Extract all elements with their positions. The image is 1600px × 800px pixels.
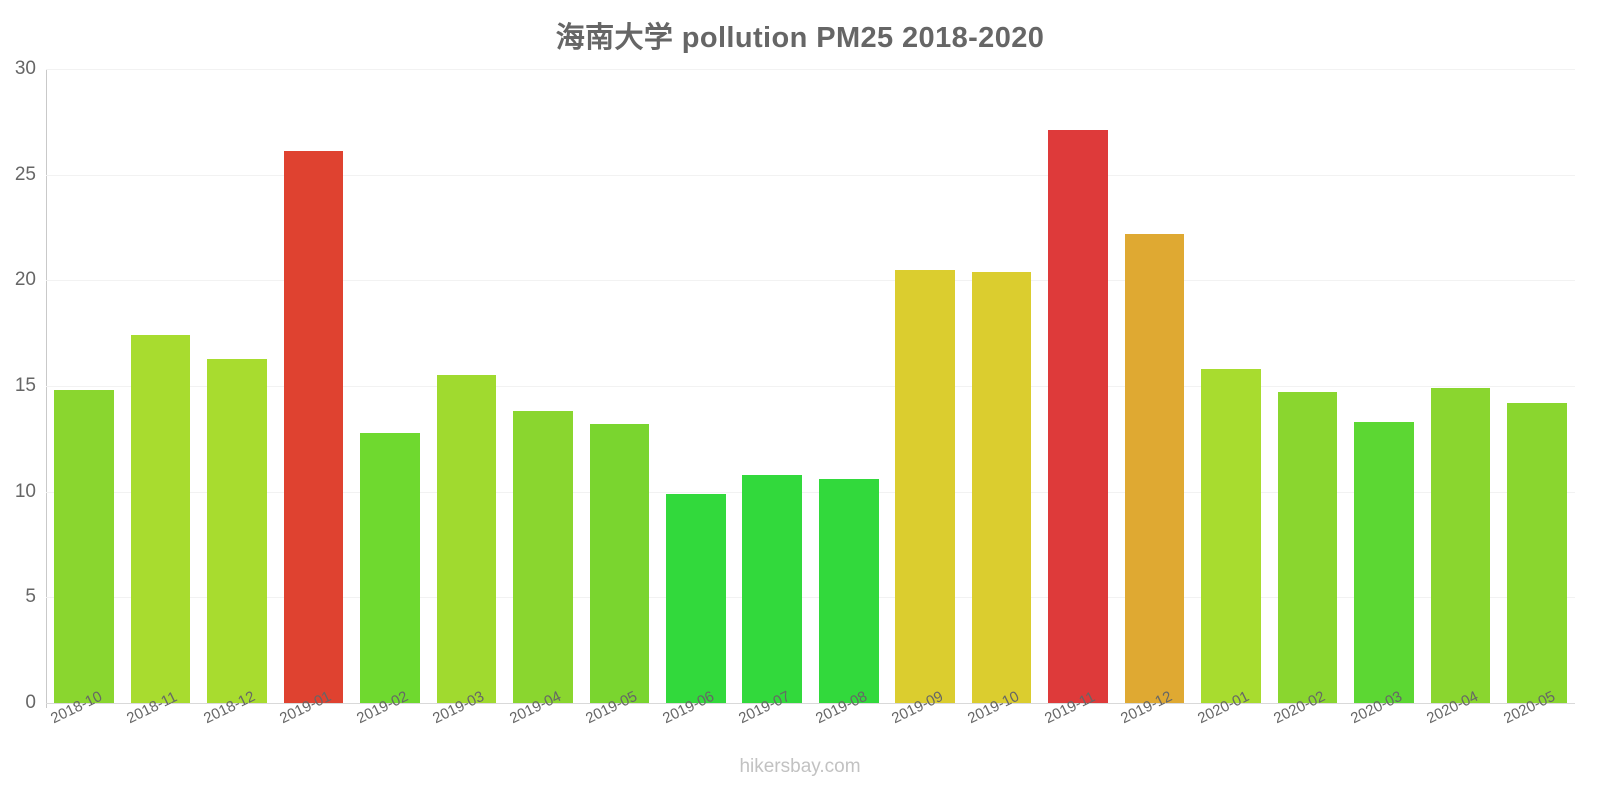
bar-2019-06[interactable] [666, 493, 726, 703]
bar-2019-03[interactable] [436, 375, 497, 703]
gridline-0 [46, 703, 1575, 704]
gridline-15 [46, 386, 1575, 387]
gridline-20 [46, 280, 1575, 282]
bar-2019-12[interactable] [1124, 233, 1185, 703]
bar-2020-01[interactable] [1201, 369, 1261, 703]
gridline-30 [46, 69, 1575, 70]
bar-2019-10[interactable] [971, 271, 1032, 703]
y-axis-line [46, 69, 47, 708]
plot-area [46, 69, 1575, 704]
chart-source-footer: hikersbay.com [739, 756, 861, 777]
bar-2019-04[interactable] [513, 411, 573, 703]
bar-2018-12[interactable] [207, 358, 267, 703]
chart-title: 海南大学 pollution PM25 2018-2020 [555, 22, 1045, 54]
bar-2019-02[interactable] [360, 432, 420, 703]
y-tick-label-30: 30 [14, 58, 36, 79]
bar-2020-03[interactable] [1354, 421, 1414, 703]
gridline-25 [46, 174, 1575, 176]
bar-2019-05[interactable] [589, 424, 650, 703]
y-tick-label-10: 10 [14, 480, 36, 502]
bar-2019-11[interactable] [1048, 130, 1108, 703]
y-tick-label-0: 0 [25, 692, 36, 713]
y-tick-label-25: 25 [14, 163, 36, 185]
bar-2020-04[interactable] [1430, 388, 1491, 703]
bar-2020-02[interactable] [1277, 392, 1338, 703]
y-tick-label-20: 20 [14, 269, 36, 291]
gridline-5 [46, 597, 1575, 599]
bar-2019-09[interactable] [895, 269, 955, 703]
y-tick-label-5: 5 [25, 586, 36, 608]
bar-2018-10[interactable] [54, 390, 115, 703]
bar-2018-11[interactable] [130, 335, 191, 703]
bar-2020-05[interactable] [1506, 402, 1567, 703]
bar-2019-08[interactable] [818, 479, 879, 703]
gridline-10 [46, 491, 1575, 493]
y-tick-label-15: 15 [14, 375, 36, 396]
bar-2019-07[interactable] [742, 474, 803, 703]
bar-2019-01[interactable] [283, 151, 344, 703]
